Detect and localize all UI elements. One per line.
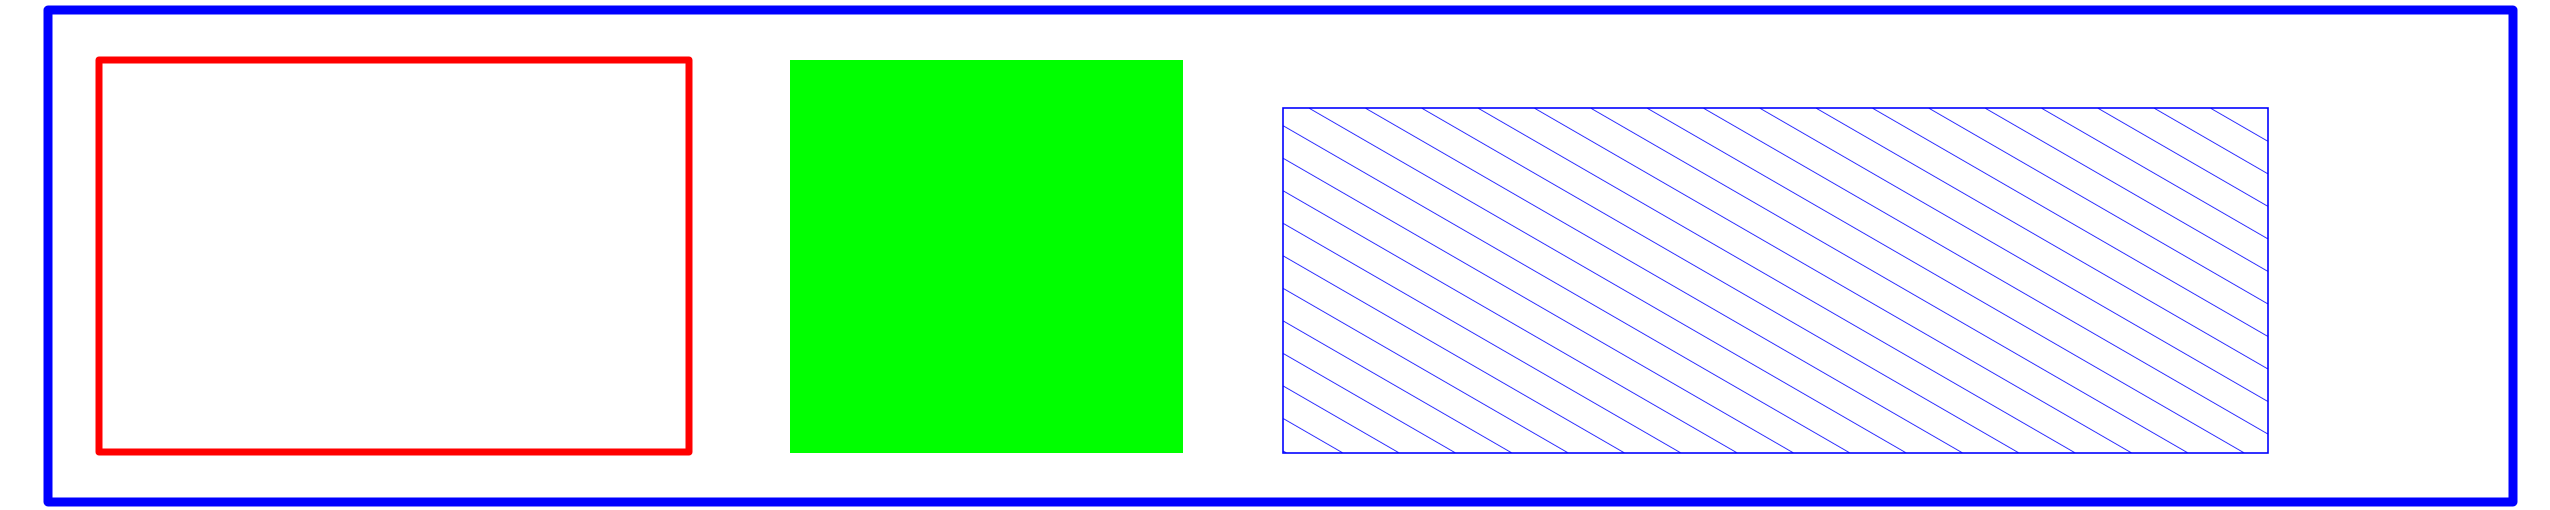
red-outlined-rectangle — [95, 56, 693, 456]
blue-hatched-rectangle — [1282, 107, 2269, 454]
blue-hatched-rectangle-fill — [1283, 108, 2268, 453]
green-filled-rectangle — [790, 60, 1183, 453]
outer-frame — [43, 5, 2518, 507]
